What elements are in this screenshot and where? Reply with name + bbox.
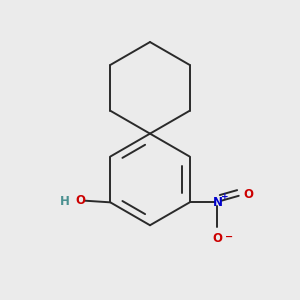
Text: +: + (221, 192, 229, 201)
Text: O: O (212, 232, 223, 245)
Text: −: − (225, 232, 233, 242)
Text: H: H (60, 195, 70, 208)
Text: N: N (212, 196, 223, 209)
Text: O: O (75, 194, 85, 207)
Text: O: O (243, 188, 253, 201)
